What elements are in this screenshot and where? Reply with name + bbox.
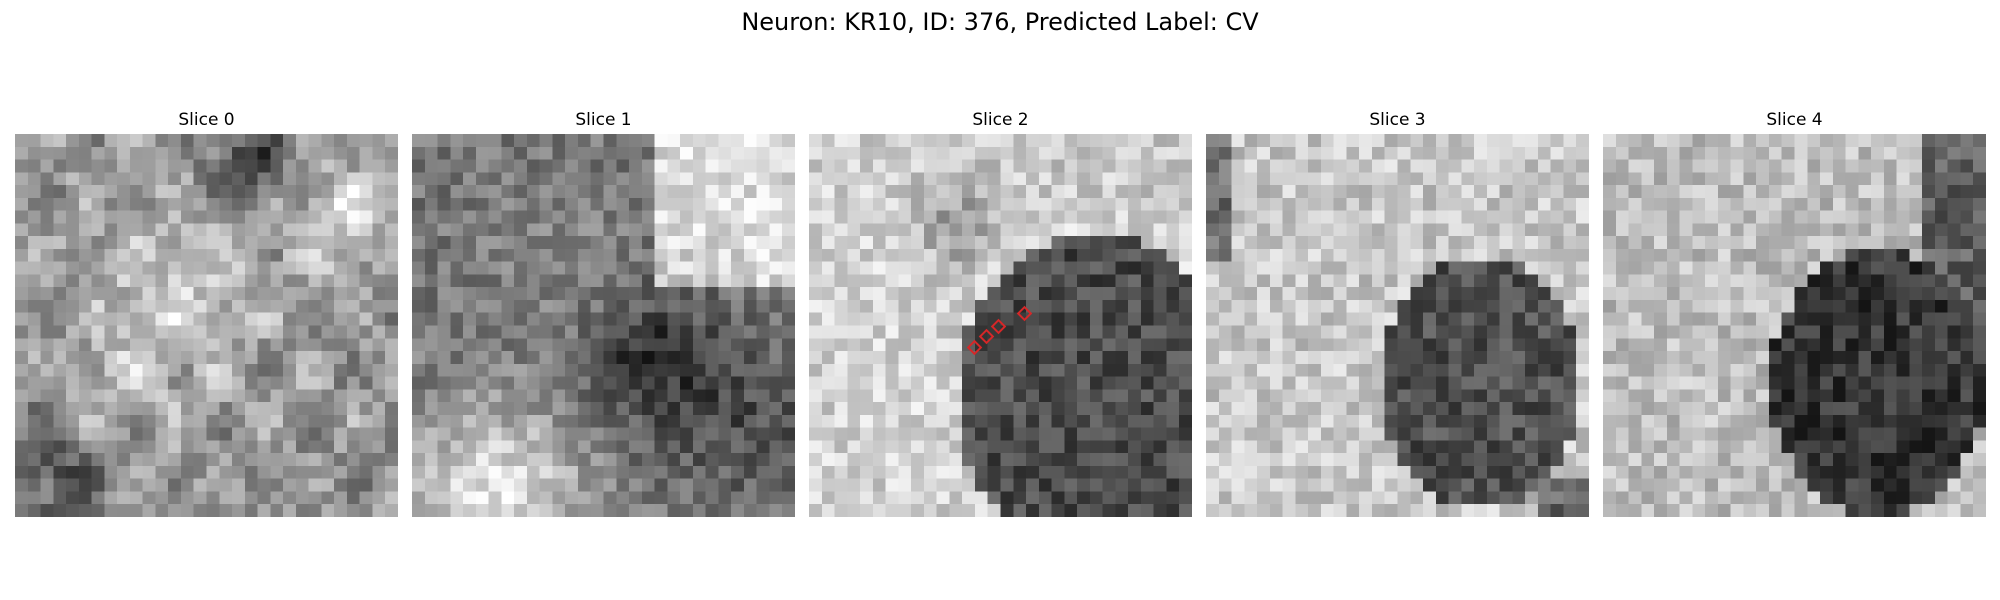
slice-image [412,134,795,517]
slice-title: Slice 1 [575,110,632,130]
slice-image [1603,134,1986,517]
slice-title: Slice 3 [1369,110,1426,130]
slice-panel-2: Slice 2 [809,108,1192,517]
slice-panel-3: Slice 3 [1206,108,1589,517]
figure-title: Neuron: KR10, ID: 376, Predicted Label: … [741,8,1259,36]
slice-panel-4: Slice 4 [1603,108,1986,517]
slice-panel-0: Slice 0 [15,108,398,517]
slice-title: Slice 0 [178,110,235,130]
slice-image [809,134,1192,517]
slice-title: Slice 4 [1766,110,1823,130]
slice-panel-1: Slice 1 [412,108,795,517]
slice-image [1206,134,1589,517]
slice-title: Slice 2 [972,110,1029,130]
slice-image [15,134,398,517]
